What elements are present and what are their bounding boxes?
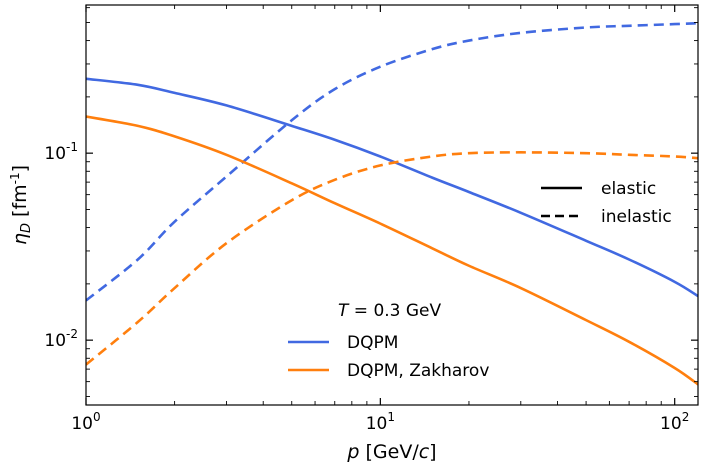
y-axis-label: ηD [fm-1]: [8, 165, 34, 245]
series-layer: [86, 21, 698, 386]
y-tick-label: 10-2: [44, 327, 78, 351]
y-tick-label: 10-1: [44, 140, 78, 164]
legend-title: T = 0.3 GeV: [338, 301, 442, 321]
style-legend: elastic inelastic: [541, 179, 672, 227]
legend-elastic-label: elastic: [601, 179, 656, 199]
series-line-dqpm-elastic: [86, 77, 698, 298]
legend-zakharov-label: DQPM, Zakharov: [347, 361, 489, 381]
plot-frame: [85, 4, 699, 406]
legend-inelastic-label: inelastic: [601, 207, 672, 227]
model-legend: T = 0.3 GeV DQPM DQPM, Zakharov: [288, 301, 489, 381]
x-tick-label: 101: [366, 410, 395, 434]
x-tick-label: 102: [660, 410, 689, 434]
series-line-dqpm-zakharov-elastic: [86, 115, 698, 386]
legend-dqpm-label: DQPM: [347, 333, 398, 353]
series-line-dqpm-zakharov-inelastic: [86, 151, 698, 366]
x-tick-label: 100: [71, 410, 100, 434]
x-axis-label: p [GeV/c]: [346, 441, 436, 463]
ticks-layer: 100 101 102 10-2 10-1: [44, 5, 698, 434]
